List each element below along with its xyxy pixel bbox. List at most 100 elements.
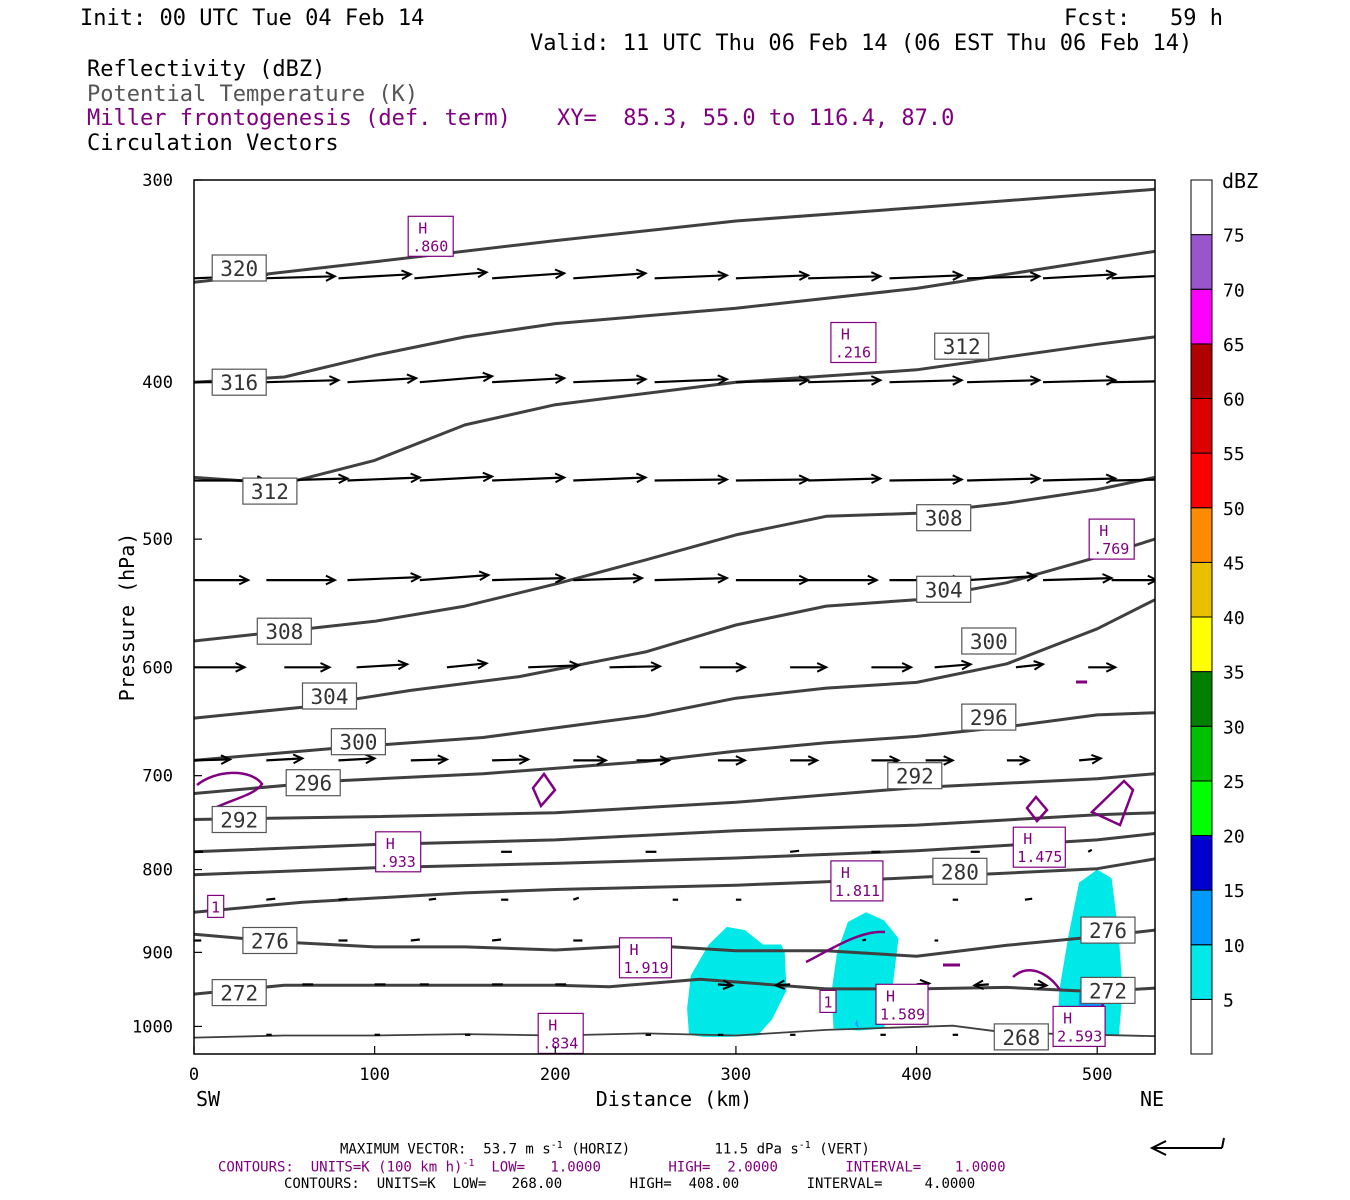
field-frontogenesis: Miller frontogenesis (def. term) bbox=[87, 106, 511, 131]
fronto-contour-info-a: CONTOURS: UNITS=K (100 km h) bbox=[218, 1159, 463, 1176]
circulation-vector bbox=[972, 979, 989, 991]
theta-label-text: 300 bbox=[970, 630, 1008, 654]
reference-vector-arrow bbox=[1149, 1137, 1225, 1156]
fronto-high-marker: H bbox=[386, 835, 395, 853]
frontogenesis-contours bbox=[196, 680, 1135, 1013]
x-tick-label: 400 bbox=[901, 1065, 932, 1085]
circulation-vector bbox=[967, 375, 1042, 386]
fronto-high-marker: H bbox=[841, 864, 850, 882]
fronto-contour-info: CONTOURS: UNITS=K (100 km h)-1 LOW= 1.00… bbox=[218, 1159, 1006, 1175]
fronto-high-value: .933 bbox=[380, 853, 416, 871]
colorbar-swatch bbox=[1190, 288, 1213, 345]
circulation-vector bbox=[790, 755, 820, 766]
theta-label-text: 292 bbox=[220, 809, 258, 833]
circulation-vector bbox=[347, 373, 419, 384]
circulation-vector bbox=[338, 269, 414, 280]
colorbar-swatch bbox=[1190, 835, 1213, 891]
colorbar-swatch bbox=[1190, 179, 1213, 236]
circulation-vector bbox=[1111, 380, 1155, 384]
circulation-vector bbox=[1111, 574, 1155, 586]
theta-label: 304 bbox=[301, 682, 358, 710]
circulation-vector bbox=[492, 573, 567, 584]
theta-label-text: 320 bbox=[220, 257, 258, 281]
theta-label: 308 bbox=[256, 617, 312, 645]
colorbar-level-label: 55 bbox=[1223, 444, 1245, 465]
circulation-vector bbox=[773, 979, 791, 991]
theta-label-text: 312 bbox=[251, 480, 289, 504]
theta-contour-304 bbox=[194, 537, 1155, 720]
colorbar-title: dBZ bbox=[1222, 169, 1258, 193]
circulation-vector bbox=[1078, 753, 1104, 765]
circulation-vector bbox=[573, 268, 648, 280]
colorbar-swatch bbox=[1190, 725, 1213, 782]
fronto-high-label: H.769 bbox=[1088, 518, 1135, 560]
theta-label: 316 bbox=[211, 368, 267, 396]
circulation-vector bbox=[1088, 662, 1118, 673]
max-vector-exp2: -1 bbox=[798, 1140, 811, 1151]
circulation-vector bbox=[735, 474, 811, 485]
circulation-vector bbox=[347, 472, 423, 484]
circulation-vector bbox=[347, 572, 423, 583]
theta-label: 296 bbox=[961, 703, 1017, 731]
theta-label: 292 bbox=[211, 805, 267, 834]
theta-label: 280 bbox=[932, 857, 988, 885]
circulation-vector bbox=[654, 374, 730, 385]
fronto-high-marker: H bbox=[548, 1016, 557, 1034]
circulation-vector bbox=[1111, 274, 1155, 280]
theta-contour-276 bbox=[194, 928, 1155, 958]
y-tick-label: 800 bbox=[142, 861, 173, 881]
circulation-vector bbox=[717, 979, 735, 991]
circulation-vector bbox=[492, 268, 567, 280]
theta-label: 312 bbox=[242, 477, 298, 505]
y-tick-label: 300 bbox=[142, 171, 173, 191]
circulation-vector bbox=[790, 662, 829, 673]
circulation-vector bbox=[636, 755, 672, 766]
theta-label-text: 276 bbox=[251, 930, 289, 954]
y-axis-title: Pressure (hPa) bbox=[115, 533, 139, 702]
circulation-vector bbox=[419, 371, 495, 384]
circulation-vector bbox=[808, 271, 883, 282]
circulation-vector bbox=[194, 754, 233, 765]
fronto-high-label: H1.811 bbox=[830, 860, 884, 902]
theta-label: 272 bbox=[211, 978, 267, 1007]
circulation-vector bbox=[1042, 473, 1118, 484]
fronto-high-value: 1.589 bbox=[880, 1005, 925, 1023]
circulation-vector bbox=[889, 270, 964, 281]
circulation-vector bbox=[1015, 660, 1046, 671]
circulation-vector bbox=[789, 849, 800, 853]
colorbar-level-label: 25 bbox=[1223, 772, 1245, 793]
plot-frame bbox=[193, 179, 1156, 1055]
circulation-vector bbox=[735, 375, 811, 386]
fronto-high-value: .216 bbox=[835, 344, 871, 362]
cross-section-endpoints: XY= 85.3, 55.0 to 116.4, 87.0 bbox=[557, 106, 955, 131]
circulation-vector bbox=[419, 570, 491, 582]
fronto-contour-label: 1 bbox=[207, 894, 225, 919]
x-tick-label: 0 bbox=[189, 1065, 199, 1085]
circulation-vector bbox=[356, 659, 410, 671]
circulation-vector bbox=[967, 473, 1042, 484]
x-tick-label: 300 bbox=[721, 1065, 752, 1085]
colorbar-swatch bbox=[1190, 616, 1213, 673]
max-vector-text: MAXIMUM VECTOR: 53.7 m s bbox=[340, 1141, 551, 1158]
circulation-vector bbox=[967, 571, 1039, 582]
circulation-vector bbox=[419, 471, 495, 483]
max-vector-end: (VERT) bbox=[810, 1141, 870, 1158]
theta-label: 308 bbox=[916, 504, 972, 532]
theta-contour-308 bbox=[194, 475, 1155, 643]
circulation-vector bbox=[889, 474, 964, 485]
fronto-high-label: H1.475 bbox=[1012, 826, 1066, 868]
fronto-contour-label-text: 1 bbox=[211, 898, 220, 916]
fronto-contour bbox=[196, 771, 264, 810]
y-tick-label: 700 bbox=[142, 767, 173, 787]
max-vector-exp: -1 bbox=[550, 1140, 563, 1151]
y-tick-label: 900 bbox=[142, 943, 173, 963]
fronto-high-marker: H bbox=[1099, 522, 1108, 540]
circulation-vector bbox=[573, 755, 609, 766]
fronto-contour bbox=[531, 771, 557, 809]
circulation-vector bbox=[492, 754, 531, 765]
colorbar-level-label: 15 bbox=[1223, 881, 1245, 902]
colorbar-swatch bbox=[1190, 507, 1213, 563]
fronto-high-value: 1.919 bbox=[624, 959, 669, 977]
theta-label-text: 296 bbox=[970, 706, 1008, 730]
